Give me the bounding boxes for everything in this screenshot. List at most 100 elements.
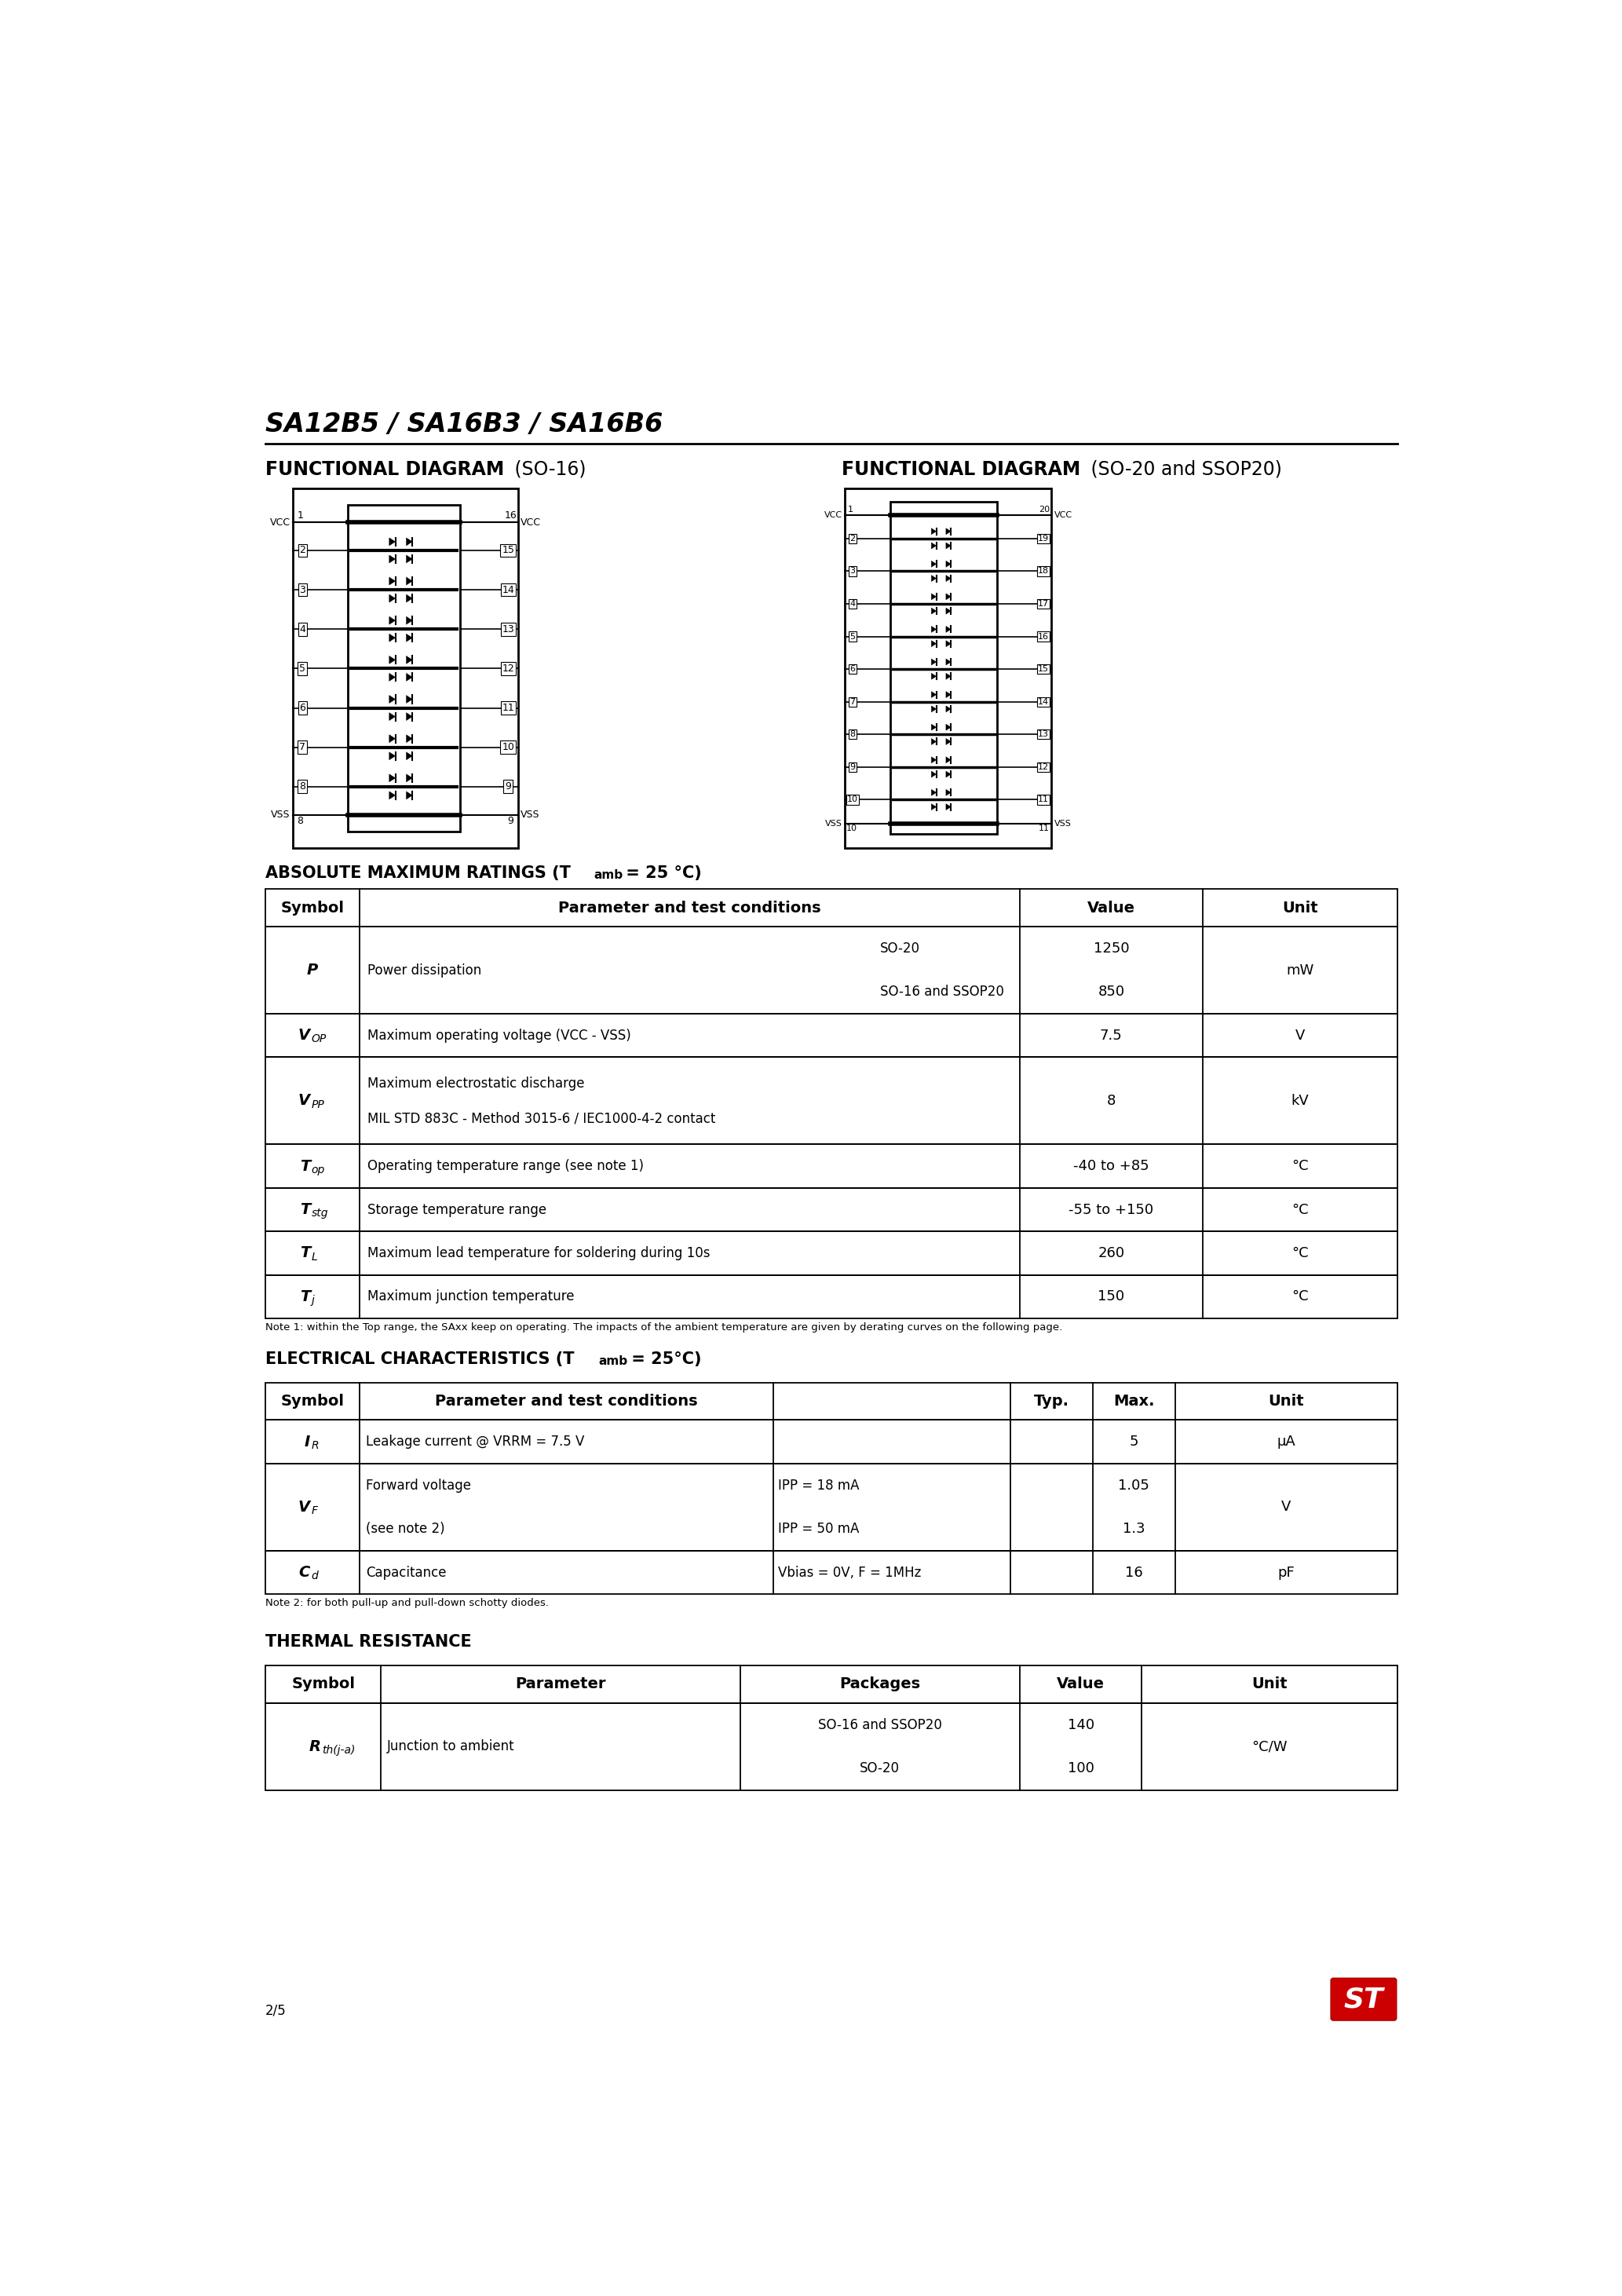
Text: -40 to +85: -40 to +85 [1074, 1159, 1148, 1173]
Text: °C/W: °C/W [1252, 1740, 1288, 1754]
Text: SO-20: SO-20 [881, 941, 920, 955]
Text: VSS: VSS [271, 810, 290, 820]
Text: Power dissipation: Power dissipation [367, 962, 482, 978]
Text: 9: 9 [850, 762, 855, 771]
Polygon shape [946, 627, 950, 631]
Text: Unit: Unit [1268, 1394, 1304, 1410]
Text: I: I [305, 1435, 310, 1449]
Polygon shape [946, 691, 950, 698]
Text: 6: 6 [300, 703, 305, 714]
Text: Maximum junction temperature: Maximum junction temperature [367, 1290, 574, 1304]
Polygon shape [406, 673, 412, 682]
Polygon shape [389, 735, 396, 742]
Text: ABSOLUTE MAXIMUM RATINGS (T: ABSOLUTE MAXIMUM RATINGS (T [266, 866, 571, 882]
Text: Value: Value [1087, 900, 1135, 916]
Polygon shape [946, 608, 950, 613]
Text: Typ.: Typ. [1035, 1394, 1069, 1410]
Polygon shape [406, 712, 412, 721]
Bar [266, 889, 1397, 928]
Polygon shape [931, 758, 936, 762]
Polygon shape [389, 634, 396, 643]
Text: Parameter and test conditions: Parameter and test conditions [435, 1394, 697, 1410]
Text: 1250: 1250 [1093, 941, 1129, 955]
Text: 1: 1 [297, 510, 303, 521]
Polygon shape [389, 618, 396, 625]
Text: SO-16 and SSOP20: SO-16 and SSOP20 [881, 985, 1004, 999]
Bar [294, 489, 517, 847]
Polygon shape [389, 576, 396, 585]
Text: Leakage current @ VRRM = 7.5 V: Leakage current @ VRRM = 7.5 V [367, 1435, 584, 1449]
Text: 9: 9 [504, 781, 511, 792]
Polygon shape [946, 758, 950, 762]
Bar [266, 1015, 1397, 1056]
Text: VSS: VSS [521, 810, 540, 820]
Bar [266, 1419, 1397, 1463]
Text: Maximum operating voltage (VCC - VSS): Maximum operating voltage (VCC - VSS) [367, 1029, 631, 1042]
Text: mW: mW [1286, 962, 1314, 978]
Text: SO-20: SO-20 [860, 1761, 900, 1775]
Text: 1.05: 1.05 [1118, 1479, 1150, 1492]
Text: 15: 15 [501, 544, 514, 556]
Text: 19: 19 [1038, 535, 1049, 542]
Text: T: T [300, 1159, 310, 1173]
Bar [266, 1274, 1397, 1318]
FancyBboxPatch shape [1330, 1979, 1397, 2020]
Text: Operating temperature range (see note 1): Operating temperature range (see note 1) [367, 1159, 644, 1173]
Polygon shape [931, 723, 936, 730]
Polygon shape [931, 528, 936, 535]
Text: °C: °C [1291, 1159, 1309, 1173]
Bar [266, 1704, 1397, 1791]
Polygon shape [946, 659, 950, 666]
Text: kV: kV [1291, 1093, 1309, 1109]
Polygon shape [931, 673, 936, 680]
Polygon shape [389, 753, 396, 760]
Polygon shape [389, 712, 396, 721]
Text: 18: 18 [1038, 567, 1049, 574]
Text: 100: 100 [1067, 1761, 1093, 1775]
Text: SA12B5 / SA16B3 / SA16B6: SA12B5 / SA16B3 / SA16B6 [266, 411, 663, 439]
Text: VSS: VSS [826, 820, 842, 827]
Text: Parameter: Parameter [516, 1676, 607, 1692]
Polygon shape [931, 592, 936, 599]
Text: Value: Value [1058, 1676, 1105, 1692]
Polygon shape [406, 618, 412, 625]
Text: R: R [311, 1440, 320, 1451]
Polygon shape [946, 560, 950, 567]
Text: 10: 10 [501, 742, 514, 753]
Text: PP: PP [311, 1100, 324, 1109]
Text: (SO-16): (SO-16) [509, 459, 586, 480]
Polygon shape [389, 673, 396, 682]
Text: j: j [311, 1295, 315, 1306]
Text: FUNCTIONAL DIAGRAM: FUNCTIONAL DIAGRAM [842, 459, 1080, 480]
Polygon shape [406, 634, 412, 643]
Text: Note 2: for both pull-up and pull-down schotty diodes.: Note 2: for both pull-up and pull-down s… [266, 1598, 548, 1607]
Text: 14: 14 [1038, 698, 1049, 705]
Text: FUNCTIONAL DIAGRAM: FUNCTIONAL DIAGRAM [266, 459, 504, 480]
Text: VSS: VSS [1054, 820, 1071, 827]
Text: Unit: Unit [1281, 900, 1317, 916]
Text: ELECTRICAL CHARACTERISTICS (T: ELECTRICAL CHARACTERISTICS (T [266, 1350, 574, 1366]
Text: pF: pF [1278, 1566, 1294, 1580]
Text: VCC: VCC [521, 517, 540, 528]
Text: 5: 5 [1129, 1435, 1139, 1449]
Text: (see note 2): (see note 2) [367, 1522, 444, 1536]
Polygon shape [389, 537, 396, 546]
Text: °C: °C [1291, 1203, 1309, 1217]
Polygon shape [389, 556, 396, 563]
Text: 7.5: 7.5 [1100, 1029, 1122, 1042]
Text: stg: stg [311, 1208, 328, 1219]
Bar [266, 1231, 1397, 1274]
Polygon shape [946, 528, 950, 535]
Text: THERMAL RESISTANCE: THERMAL RESISTANCE [266, 1635, 472, 1651]
Polygon shape [406, 774, 412, 783]
Bar [266, 928, 1397, 1015]
Text: Symbol: Symbol [281, 900, 344, 916]
Text: 260: 260 [1098, 1247, 1124, 1261]
Text: 12: 12 [1038, 762, 1049, 771]
Text: V: V [1294, 1029, 1304, 1042]
Text: OP: OP [311, 1033, 326, 1045]
Bar [266, 1550, 1397, 1593]
Polygon shape [946, 723, 950, 730]
Text: Storage temperature range: Storage temperature range [367, 1203, 547, 1217]
Text: Capacitance: Capacitance [367, 1566, 446, 1580]
